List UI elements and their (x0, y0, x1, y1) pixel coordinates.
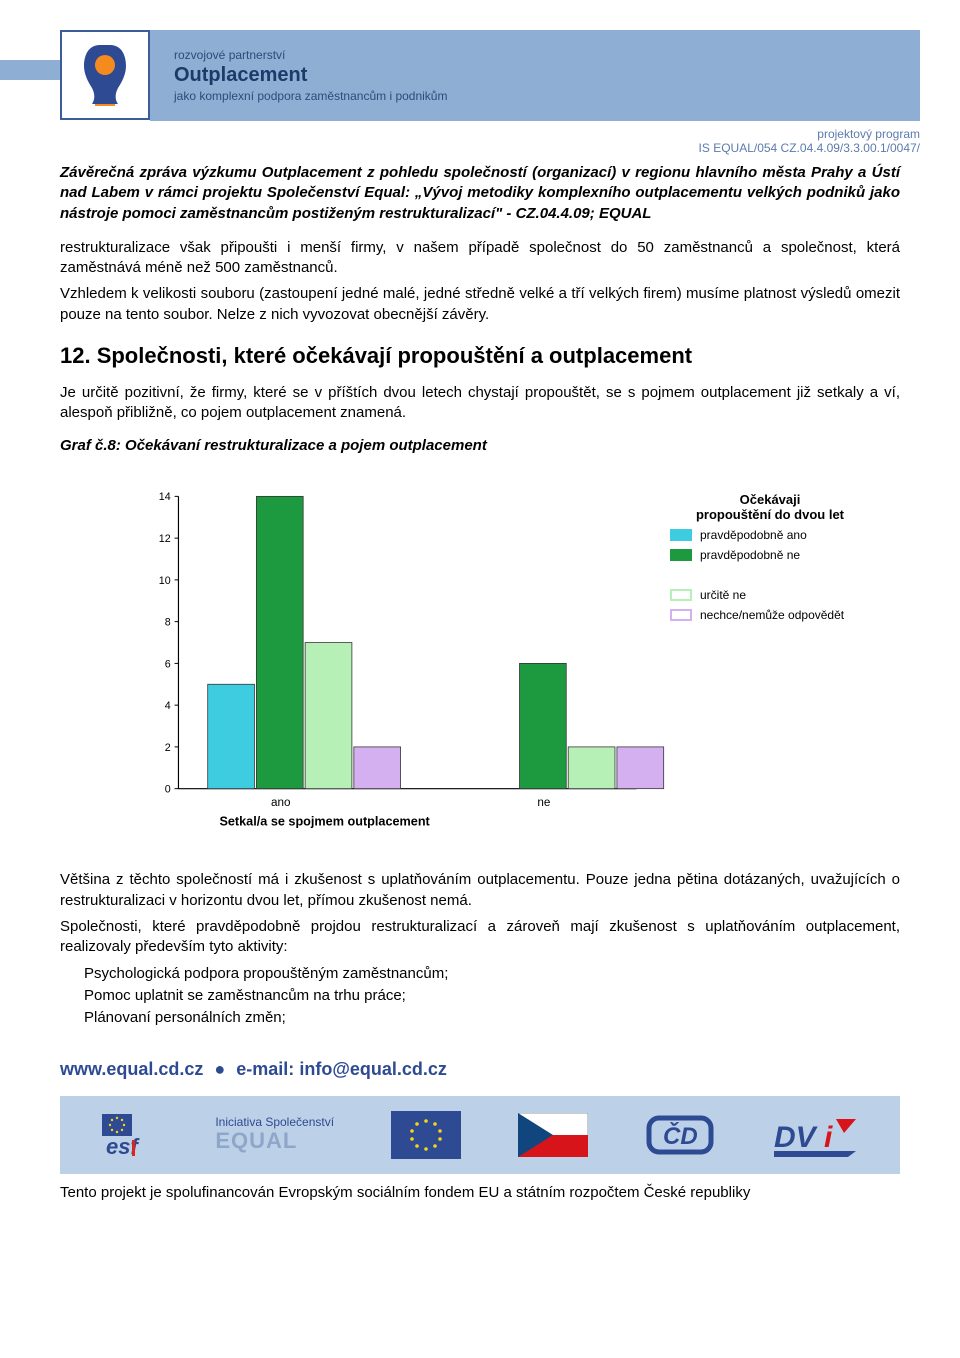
body-paragraph-4: Většina z těchto společností má i zkušen… (60, 870, 900, 911)
svg-text:DV: DV (774, 1121, 819, 1154)
svg-text:i: i (824, 1121, 833, 1154)
equal-line2: EQUAL (215, 1129, 334, 1153)
legend-item: pravděpodobně ne (670, 548, 870, 562)
header-title: Outplacement (174, 64, 900, 87)
project-meta-line1: projektový program (0, 127, 920, 141)
svg-text:6: 6 (165, 659, 171, 671)
legend-item: pravděpodobně ano (670, 528, 870, 542)
activity-list: Psychologická podpora propouštěným zaměs… (60, 963, 900, 1028)
eu-flag-icon (391, 1111, 461, 1159)
header-band: rozvojové partnerství Outplacement jako … (150, 30, 920, 121)
legend-label: nechce/nemůže odpovědět (700, 608, 844, 622)
svg-text:8: 8 (165, 617, 171, 629)
legend-swatch-icon (670, 529, 692, 541)
cz-flag-icon (518, 1113, 588, 1157)
header-subtitle-2: jako komplexní podpora zaměstnancům i po… (174, 89, 900, 103)
chart-container: 0 2 4 6 8 10 12 14 ano ne Setkal/a se spojmem outp… (60, 462, 900, 862)
svg-text:12: 12 (159, 533, 171, 545)
svg-text:14: 14 (159, 492, 171, 504)
svg-text:ne: ne (537, 796, 550, 809)
logo-box (60, 30, 150, 120)
equal-logo: Iniciativa Společenství EQUAL (215, 1116, 334, 1153)
legend-label: určitě ne (700, 588, 746, 602)
chart-legend: Očekávajipropouštění do dvou let pravděp… (670, 492, 870, 628)
list-item: Pomoc uplatnit se zaměstnancům na trhu p… (84, 985, 900, 1007)
esf-logo-icon: esf (98, 1110, 158, 1160)
legend-item: nechce/nemůže odpovědět (670, 608, 870, 622)
svg-text:2: 2 (165, 742, 171, 754)
svg-text:10: 10 (159, 575, 171, 587)
svg-text:4: 4 (165, 700, 171, 712)
chart-caption: Graf č.8: Očekávaní restrukturalizace a … (60, 437, 900, 454)
page-header: rozvojové partnerství Outplacement jako … (0, 0, 960, 121)
svg-text:ano: ano (271, 796, 291, 809)
header-subtitle-1: rozvojové partnerství (174, 48, 900, 62)
svg-text:esf: esf (106, 1134, 140, 1159)
legend-swatch-icon (670, 589, 692, 601)
footer-logos-band: esf Iniciativa Společenství EQUAL (60, 1096, 900, 1174)
main-content: Závěrečná zpráva výzkumu Outplacement z … (0, 155, 960, 1049)
svg-text:Setkal/a se spojmem outplacem: Setkal/a se spojmem outplacement (219, 815, 430, 829)
outplacement-logo-icon (70, 40, 140, 110)
list-item: Psychologická podpora propouštěným zaměs… (84, 963, 900, 985)
legend-label: pravděpodobně ano (700, 528, 807, 542)
legend-label: pravděpodobně ne (700, 548, 800, 562)
footer-email: info@equal.cd.cz (299, 1059, 447, 1079)
legend-swatch-icon (670, 549, 692, 561)
separator-dot-icon: ● (208, 1059, 231, 1079)
footer-url: www.equal.cd.cz (60, 1059, 203, 1079)
footer-email-label: e-mail: (236, 1059, 294, 1079)
list-item: Plánovaní personálních změn; (84, 1007, 900, 1029)
dvi-logo-icon: DV i (772, 1113, 862, 1157)
cd-logo-icon: ČD (645, 1112, 715, 1158)
legend-swatch-icon (670, 609, 692, 621)
body-paragraph-1: restrukturalizace však připoušti i menší… (60, 238, 900, 279)
footer-credit: Tento projekt je spolufinancován Evropsk… (0, 1174, 960, 1231)
project-meta-line2: IS EQUAL/054 CZ.04.4.09/3.3.00.1/0047/ (0, 141, 920, 155)
body-paragraph-2: Vzhledem k velikosti souboru (zastoupení… (60, 284, 900, 325)
legend-title: Očekávajipropouštění do dvou let (670, 492, 870, 522)
legend-item: určitě ne (670, 588, 870, 602)
svg-text:0: 0 (165, 784, 171, 796)
body-paragraph-3: Je určitě pozitivní, že firmy, které se … (60, 383, 900, 424)
intro-paragraph: Závěrečná zpráva výzkumu Outplacement z … (60, 163, 900, 224)
svg-text:ČD: ČD (663, 1122, 698, 1150)
project-metadata: projektový program IS EQUAL/054 CZ.04.4.… (0, 121, 960, 155)
section-heading: 12. Společnosti, které očekávají propouš… (60, 343, 900, 369)
footer-contact: www.equal.cd.cz ● e-mail: info@equal.cd.… (0, 1049, 960, 1088)
body-paragraph-5: Společnosti, které pravděpodobně projdou… (60, 917, 900, 958)
